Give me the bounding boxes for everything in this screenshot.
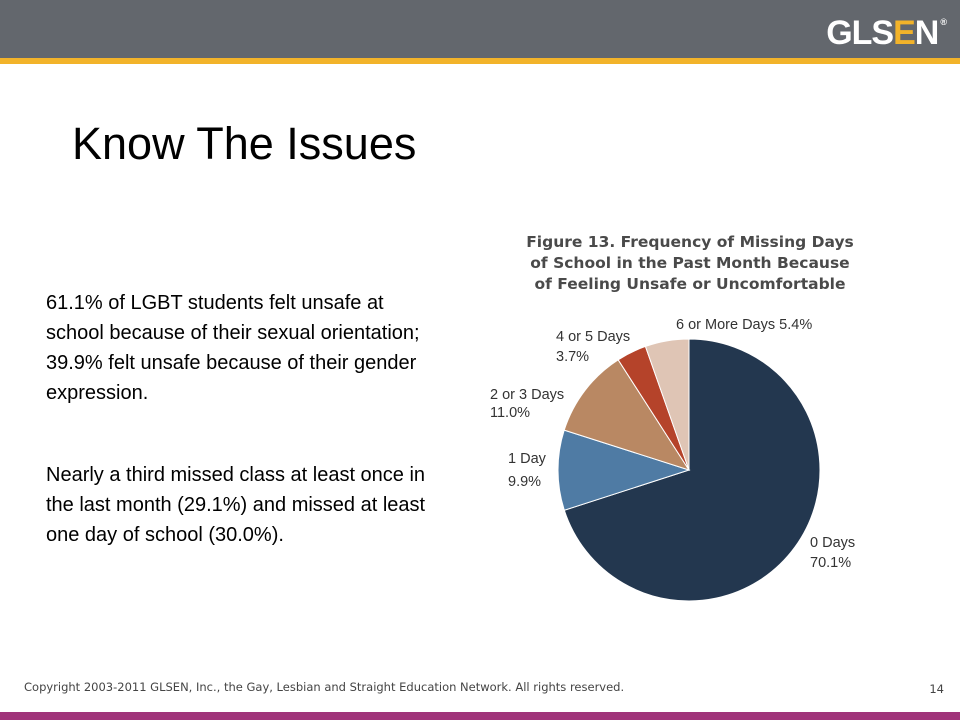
figure-title-line: of Feeling Unsafe or Uncomfortable — [534, 275, 846, 293]
logo-text-pre: GLS — [826, 14, 894, 52]
slice-labels: 0 Days 70.1% 1 Day 9.9% 2 or 3 Days 11.0… — [490, 317, 855, 571]
slice-label-2-3-days: 2 or 3 Days — [490, 387, 564, 403]
slice-label-text: 6 or More Days — [676, 317, 775, 333]
footer-bar — [0, 712, 960, 720]
header-bar — [0, 0, 960, 58]
copyright-text: Copyright 2003-2011 GLSEN, Inc., the Gay… — [24, 680, 625, 694]
slice-label-4-5-days: 4 or 5 Days — [556, 329, 630, 345]
slice-value-1-day: 9.9% — [508, 474, 541, 490]
figure-title-line: of School in the Past Month Because — [530, 254, 850, 272]
header-accent-stripe — [0, 58, 960, 64]
pie-slice-2-or-3-days — [563, 359, 691, 471]
slice-value-2-3-days: 11.0% — [490, 405, 530, 421]
glsen-logo: GLS E N ® — [826, 14, 947, 52]
slice-value-text: 5.4% — [779, 317, 812, 333]
slice-label-1-day: 1 Day — [508, 451, 547, 467]
pie-slice-6-or-more-days — [644, 338, 690, 471]
logo-registered-mark: ® — [940, 17, 947, 27]
bullet-text-missed-class: Nearly a third missed class at least onc… — [46, 464, 426, 546]
figure-title: Figure 13. Frequency of Missing Days of … — [490, 232, 890, 295]
slide-title: Know The Issues — [72, 118, 417, 169]
logo-text-post: N — [914, 14, 940, 52]
slice-value-4-5-days: 3.7% — [556, 349, 589, 365]
page-number: 14 — [929, 682, 944, 696]
pie-slices — [557, 338, 821, 602]
slice-label-0-days: 0 Days — [810, 535, 855, 551]
bullet-text-unsafe: 61.1% of LGBT students felt unsafe at sc… — [46, 292, 420, 404]
slice-value-0-days: 70.1% — [810, 555, 851, 571]
slice-label-6-more-days: 6 or More Days 5.4% — [676, 317, 812, 333]
pie-slice-1-day — [557, 429, 691, 511]
figure-title-line: Figure 13. Frequency of Missing Days — [526, 233, 854, 251]
logo-text-accent: E — [893, 14, 916, 52]
pie-slice-0-days — [563, 338, 821, 602]
